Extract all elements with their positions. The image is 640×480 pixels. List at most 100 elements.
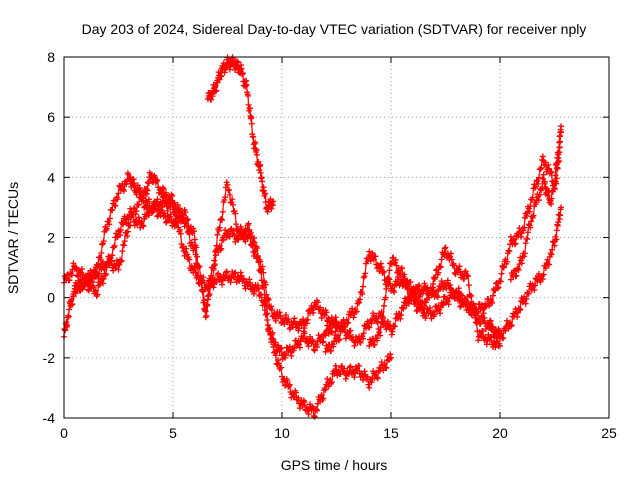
- data-point: [468, 293, 475, 300]
- data-point: [444, 277, 451, 284]
- data-point: [176, 209, 183, 216]
- data-point: [253, 151, 260, 158]
- data-point: [362, 270, 369, 277]
- y-tick-label: -4: [43, 410, 56, 426]
- data-point: [92, 271, 99, 278]
- data-point: [366, 248, 373, 255]
- data-point: [278, 344, 285, 351]
- y-tick-label: 6: [47, 109, 55, 125]
- data-point: [159, 204, 166, 211]
- data-point: [350, 314, 357, 321]
- data-point: [465, 273, 472, 280]
- data-point: [241, 232, 248, 239]
- data-point: [250, 133, 257, 140]
- data-point: [479, 327, 486, 334]
- data-point: [498, 270, 505, 277]
- data-point: [191, 228, 198, 235]
- data-point: [232, 210, 239, 217]
- data-point: [78, 265, 85, 272]
- data-point: [131, 205, 138, 212]
- data-point: [305, 411, 312, 418]
- data-point: [135, 201, 142, 208]
- data-point: [246, 105, 253, 112]
- data-point: [266, 325, 273, 332]
- data-point: [552, 172, 559, 179]
- data-point: [470, 300, 477, 307]
- data-point: [201, 305, 208, 312]
- data-point: [262, 281, 269, 288]
- data-point: [100, 238, 107, 245]
- data-point: [133, 191, 140, 198]
- data-point: [218, 73, 225, 80]
- data-point: [379, 319, 386, 326]
- data-point: [525, 229, 532, 236]
- data-point: [331, 320, 338, 327]
- data-point: [140, 223, 147, 230]
- data-point: [374, 375, 381, 382]
- data-point: [540, 271, 547, 278]
- data-point: [493, 280, 500, 287]
- data-point: [268, 339, 275, 346]
- data-point: [388, 331, 395, 338]
- data-point: [130, 211, 137, 218]
- data-point: [368, 320, 375, 327]
- data-point: [558, 123, 565, 130]
- data-point: [377, 260, 384, 267]
- data-point: [411, 294, 418, 301]
- data-point: [489, 292, 496, 299]
- data-point: [382, 294, 389, 301]
- data-point: [227, 226, 234, 233]
- data-point: [370, 256, 377, 263]
- data-point: [229, 196, 236, 203]
- data-point: [555, 219, 562, 226]
- data-point: [144, 187, 151, 194]
- data-point: [523, 212, 530, 219]
- data-point: [209, 93, 216, 100]
- data-point: [376, 329, 383, 336]
- data-point: [169, 193, 176, 200]
- data-point: [377, 332, 384, 339]
- data-point: [208, 96, 215, 103]
- data-point: [99, 280, 106, 287]
- data-point: [357, 339, 364, 346]
- data-point: [367, 257, 374, 264]
- data-point: [193, 244, 200, 251]
- y-tick-label: 8: [47, 49, 55, 65]
- data-point: [212, 261, 219, 268]
- data-point: [183, 245, 190, 252]
- data-point: [391, 289, 398, 296]
- data-point: [483, 341, 490, 348]
- data-point: [500, 334, 507, 341]
- data-point: [524, 235, 531, 242]
- data-point: [103, 271, 110, 278]
- data-point: [160, 185, 167, 192]
- data-point: [69, 300, 76, 307]
- data-point: [539, 153, 546, 160]
- data-point: [226, 186, 233, 193]
- data-point: [525, 290, 532, 297]
- data-point: [500, 264, 507, 271]
- data-point: [281, 321, 288, 328]
- data-point: [116, 261, 123, 268]
- data-point: [405, 283, 412, 290]
- data-point: [235, 236, 242, 243]
- data-point: [553, 227, 560, 234]
- data-point: [323, 309, 330, 316]
- data-point: [248, 114, 255, 121]
- data-point: [245, 92, 252, 99]
- data-point: [177, 218, 184, 225]
- data-point: [301, 324, 308, 331]
- data-point: [493, 334, 500, 341]
- data-point: [238, 272, 245, 279]
- data-point: [540, 171, 547, 178]
- y-tick-label: 0: [47, 290, 55, 306]
- data-point: [502, 327, 509, 334]
- data-point: [545, 161, 552, 168]
- data-point: [322, 332, 329, 339]
- data-point: [558, 129, 565, 136]
- data-point: [117, 232, 124, 239]
- data-point: [492, 344, 499, 351]
- data-point: [201, 306, 208, 313]
- data-point: [117, 226, 124, 233]
